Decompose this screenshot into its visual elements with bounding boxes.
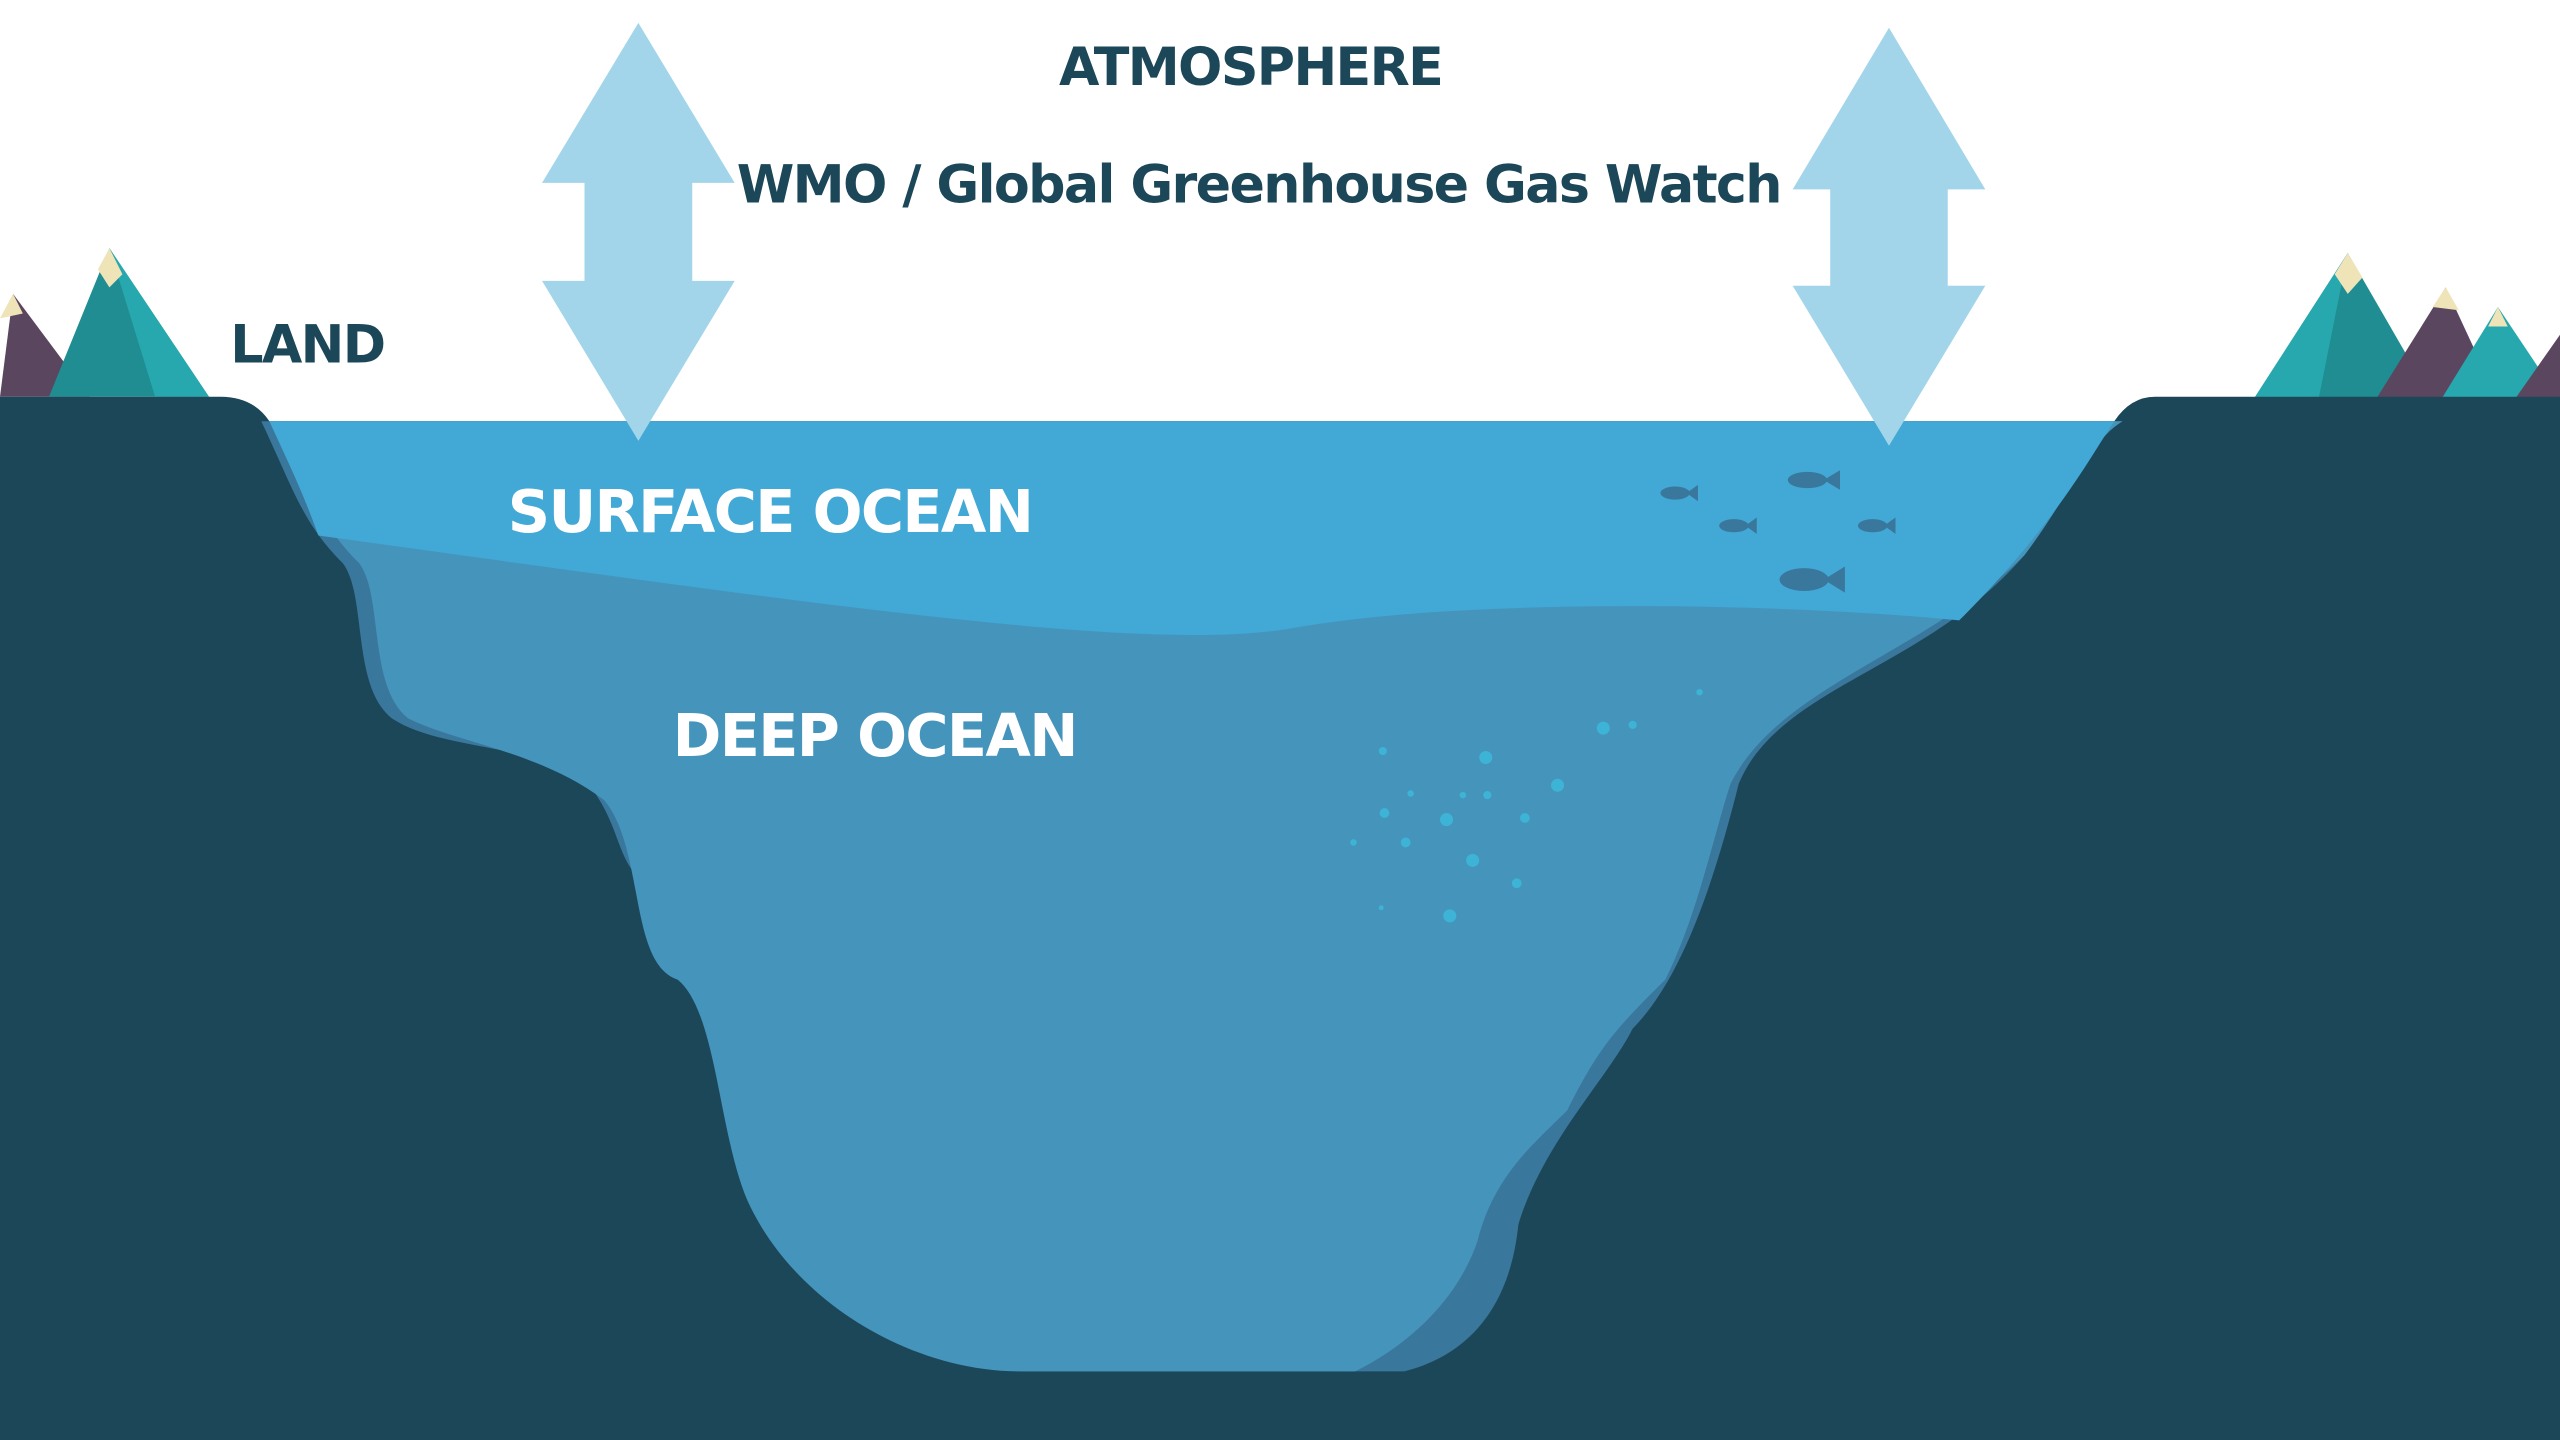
deep-ocean bbox=[277, 421, 2123, 1372]
atmosphere-label: ATMOSPHERE bbox=[1059, 38, 1442, 98]
exchange-arrow-right bbox=[1792, 27, 1986, 446]
exchange-arrow-left bbox=[542, 22, 735, 441]
bubbles bbox=[1350, 688, 1703, 923]
deep-ocean-label: DEEP OCEAN bbox=[673, 701, 1077, 770]
source-label: WMO / Global Greenhouse Gas Watch bbox=[737, 155, 1781, 215]
surface-ocean bbox=[269, 421, 2115, 635]
land-label: LAND bbox=[230, 315, 384, 375]
fish bbox=[1660, 470, 1896, 593]
surface-ocean-label: SURFACE OCEAN bbox=[508, 477, 1033, 546]
mountains-left bbox=[0, 248, 209, 397]
mountains-right bbox=[2253, 253, 2560, 400]
